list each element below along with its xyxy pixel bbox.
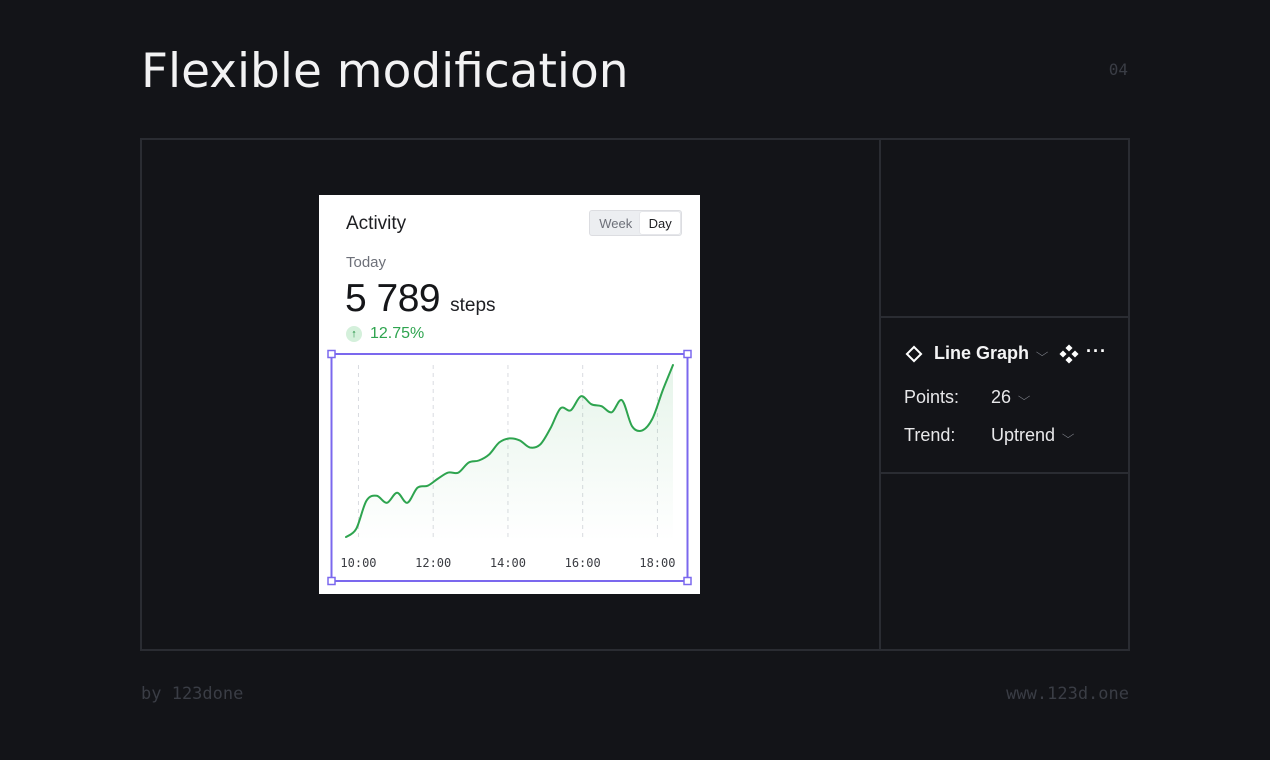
selection-handle-bottom-left[interactable]	[327, 576, 336, 586]
component-name: Line Graph	[934, 343, 1030, 363]
chevron-down-icon[interactable]: ⌵	[1061, 429, 1075, 441]
property-value: 26	[991, 387, 1012, 407]
more-icon[interactable]: ···	[1086, 341, 1107, 361]
property-points[interactable]: Points: 26 ⌵	[904, 387, 1031, 408]
metric: 5 789 steps	[345, 277, 496, 321]
chart-series-line	[345, 364, 674, 538]
property-label: Points:	[904, 387, 960, 407]
property-value: Uptrend	[991, 425, 1056, 445]
period-toggle[interactable]: Week Day	[589, 210, 682, 236]
component-header[interactable]: Line Graph ⌵	[905, 343, 1049, 364]
frame-divider-vertical	[879, 140, 881, 649]
chevron-down-icon[interactable]: ⌵	[1017, 391, 1031, 403]
metric-value: 5 789	[345, 277, 441, 320]
chevron-down-icon[interactable]: ⌵	[1035, 347, 1049, 359]
x-tick-label: 16:00	[565, 556, 601, 570]
trend-dropdown[interactable]: Uptrend ⌵	[991, 425, 1075, 446]
component-panel: Line Graph ⌵ ··· Points: 26 ⌵ Trend: Upt…	[881, 318, 1128, 472]
frame-divider-top	[881, 316, 1130, 318]
canvas-frame	[140, 138, 1130, 651]
selection-handle-bottom-right[interactable]	[683, 576, 692, 586]
component-icon[interactable]	[1059, 344, 1079, 364]
period-label: Today	[346, 254, 387, 271]
change-value: 12.75%	[370, 325, 425, 342]
selection-handle-top-right[interactable]	[683, 349, 692, 359]
arrow-up-icon: ↑	[346, 326, 362, 342]
footer-author: by 123done	[141, 684, 244, 704]
footer-website[interactable]: www.123d.one	[1006, 684, 1129, 704]
selection-handle-top-left[interactable]	[327, 349, 336, 359]
x-tick-label: 18:00	[639, 556, 675, 570]
selection-box[interactable]	[330, 353, 689, 582]
property-trend[interactable]: Trend: Uptrend ⌵	[904, 425, 1075, 446]
slide-number: 04	[1108, 60, 1128, 79]
x-tick-label: 10:00	[340, 556, 376, 570]
line-chart[interactable]: 10:00 12:00 14:00 16:00 18:00	[319, 195, 700, 594]
toggle-day[interactable]: Day	[640, 212, 680, 234]
x-tick-label: 12:00	[415, 556, 451, 570]
card-title: Activity	[346, 213, 407, 234]
slide-title: Flexible modification	[141, 44, 629, 99]
change-indicator: ↑ 12.75%	[346, 325, 424, 343]
toggle-week[interactable]: Week	[599, 215, 633, 231]
x-tick-label: 14:00	[490, 556, 526, 570]
points-dropdown[interactable]: 26 ⌵	[991, 387, 1031, 408]
metric-unit: steps	[450, 295, 496, 316]
activity-card[interactable]: Activity Week Day Today 5 789 steps ↑ 12…	[319, 195, 700, 594]
frame-divider-bottom	[881, 472, 1130, 474]
chart-area	[346, 365, 673, 541]
diamond-icon	[905, 345, 923, 362]
property-label: Trend:	[904, 425, 956, 445]
